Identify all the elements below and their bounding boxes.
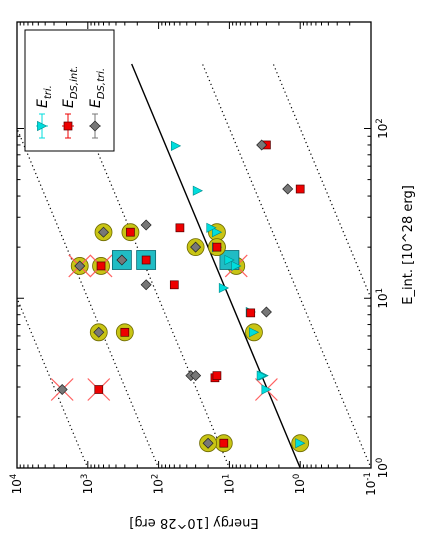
axis-ticks [16,22,372,469]
point-ds_int [295,184,305,194]
point-ds_tri [140,219,152,231]
legend-marker-ds_tri [89,120,101,132]
equality-line [131,63,301,468]
point-ds_tri [74,260,86,272]
energy-tick-label: 103 [80,474,95,495]
legend: Etri. EDS,int. EDS,tri. [24,29,115,152]
energy-tick-label: 100 [292,474,307,495]
y-axis-label: Energy [10^28 erg] [129,515,258,530]
point-ds_int [212,371,222,380]
legend-box [24,29,115,152]
legend-label: EDS,int. [61,66,80,108]
energy-tick-label: 101 [221,474,236,495]
point-tri [231,260,242,272]
point-ds_int [120,327,130,337]
point-ds_int [246,308,256,318]
point-ds_int [94,385,104,394]
data-points [56,139,306,449]
point-ds_tri [190,241,202,253]
energy-tick-label: 104 [9,474,24,495]
point-ds_tri [98,226,110,238]
point-ds_int [141,255,151,265]
point-ds_tri [93,326,105,338]
point-tri [192,185,204,196]
point-ds_tri [56,384,68,396]
point-ds_int [126,227,135,237]
point-ds_int [169,280,179,290]
plot-frame [16,21,372,469]
point-tri [256,370,267,381]
point-ds_tri [260,306,272,318]
x-axis-label: E_int. [10^28 erg] [401,185,416,305]
point-ds_tri [282,183,294,195]
eint-tick-label: 101 [375,288,390,309]
point-ds_tri [256,139,268,151]
point-tri [295,438,306,449]
eint-tick-label: 100 [375,458,390,479]
eint-tick-label: 102 [375,118,390,139]
point-tri [224,254,235,266]
point-ds_tri [116,254,128,266]
point-ds_int [212,242,222,252]
point-tri [170,140,182,151]
point-tri [249,327,260,338]
point-tri [212,227,223,238]
legend-marker-ds_int [63,121,73,131]
energy-tick-label: 102 [151,474,166,495]
point-overlays [50,223,310,453]
reference-lines [17,63,371,468]
point-ds_int [219,438,229,448]
point-tri [261,384,272,395]
legend-marker-tri [37,120,48,132]
point-ds_tri [202,437,214,449]
energy-tick-label: 10-1 [363,472,378,496]
point-tri [206,222,217,233]
point-ds_tri [140,279,152,291]
point-ds_tri [190,370,202,382]
point-tri [218,282,230,294]
point-ds_int [175,223,185,233]
legend-label: EDS,tri. [88,68,107,108]
point-ds_int [96,261,106,271]
legend-label: Etri. [35,85,54,108]
